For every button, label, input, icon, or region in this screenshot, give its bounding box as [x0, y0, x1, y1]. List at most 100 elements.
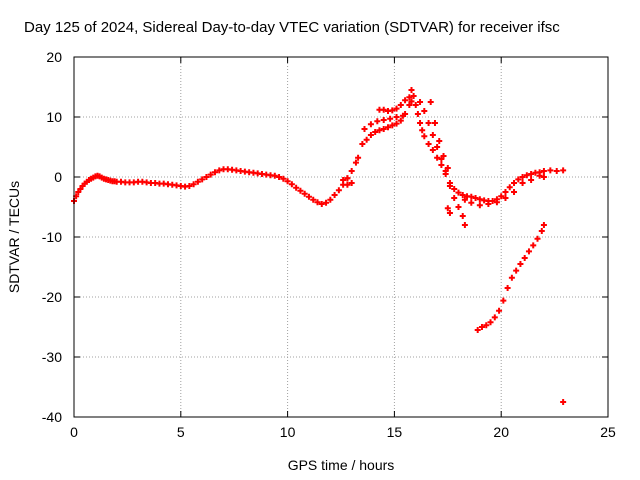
data-point	[474, 327, 481, 333]
data-point	[393, 105, 400, 112]
data-point	[511, 189, 518, 195]
data-point	[478, 324, 485, 330]
data-point	[538, 228, 545, 234]
data-point	[402, 97, 409, 104]
data-point	[348, 180, 355, 186]
data-point	[560, 399, 567, 405]
data-point	[502, 189, 509, 195]
data-point	[284, 178, 291, 185]
data-point	[523, 172, 530, 179]
data-point	[461, 222, 468, 228]
data-point	[271, 172, 278, 179]
data-point	[186, 183, 193, 189]
data-point	[425, 120, 432, 126]
data-point	[553, 168, 560, 174]
y-tick-label: -20	[42, 289, 62, 305]
data-point	[380, 117, 387, 123]
data-point	[530, 242, 537, 249]
data-point	[455, 189, 462, 196]
data-point	[414, 111, 421, 117]
data-point	[461, 196, 468, 203]
data-point	[446, 183, 453, 189]
data-point	[408, 87, 415, 93]
data-point	[429, 132, 436, 138]
data-series	[340, 94, 547, 228]
data-point	[534, 235, 541, 242]
data-point	[359, 141, 366, 147]
data-point	[412, 102, 419, 108]
data-point	[425, 141, 432, 147]
data-point	[355, 154, 362, 161]
data-point	[417, 120, 424, 126]
data-point	[468, 199, 475, 206]
data-point	[393, 114, 400, 120]
data-point	[519, 180, 526, 186]
data-point	[491, 314, 498, 321]
data-series	[474, 222, 547, 333]
data-point	[459, 192, 466, 198]
data-point	[489, 198, 496, 204]
data-points	[71, 87, 567, 405]
data-point	[207, 171, 214, 178]
data-point	[496, 307, 503, 314]
data-point	[305, 193, 312, 200]
data-point	[288, 181, 295, 188]
data-point	[344, 175, 351, 182]
x-tick-label: 20	[493, 424, 509, 440]
data-point	[519, 174, 526, 180]
data-point	[393, 120, 400, 127]
x-tick-label: 15	[387, 424, 403, 440]
data-point	[440, 153, 447, 159]
data-point	[517, 261, 524, 267]
data-point	[410, 93, 417, 99]
y-tick-label: -30	[42, 349, 62, 365]
data-point	[429, 147, 436, 153]
data-point	[528, 171, 535, 177]
data-point	[483, 322, 490, 329]
data-point	[216, 167, 223, 174]
data-point	[293, 184, 300, 191]
data-point	[560, 167, 567, 174]
data-point	[310, 196, 317, 203]
data-point	[536, 172, 543, 179]
data-point	[340, 177, 347, 183]
data-series	[560, 399, 567, 405]
data-point	[194, 178, 201, 185]
x-axis-label: GPS time / hours	[288, 457, 395, 473]
data-point	[502, 195, 509, 201]
data-point	[363, 136, 370, 143]
data-point	[521, 255, 528, 261]
data-point	[468, 193, 475, 200]
data-point	[421, 133, 428, 140]
data-point	[374, 118, 381, 125]
data-point	[280, 175, 287, 182]
plot-frame	[73, 56, 609, 418]
data-point	[506, 184, 513, 191]
data-point	[434, 144, 441, 150]
data-point	[397, 102, 404, 108]
data-point	[399, 112, 406, 119]
data-point	[513, 267, 520, 274]
data-point	[376, 127, 383, 134]
data-point	[485, 201, 492, 207]
data-point	[406, 94, 413, 101]
data-point	[335, 187, 342, 194]
data-point	[190, 181, 197, 188]
y-tick-label: 10	[46, 109, 62, 125]
data-point	[380, 126, 387, 132]
data-point	[438, 162, 445, 168]
y-tick-label: 0	[54, 169, 62, 185]
data-point	[427, 99, 434, 105]
data-point	[367, 121, 374, 128]
data-point	[431, 120, 438, 126]
x-tick-label: 10	[280, 424, 296, 440]
data-point	[380, 106, 387, 113]
data-point	[301, 190, 308, 197]
y-tick-label: -40	[42, 409, 62, 425]
data-point	[421, 108, 428, 114]
data-point	[408, 98, 415, 105]
data-point	[455, 204, 462, 210]
data-point	[525, 248, 532, 255]
tick-labels: 0 5 10 15 20 25 -40 -30 -20 -10 0 10 20	[42, 49, 616, 440]
